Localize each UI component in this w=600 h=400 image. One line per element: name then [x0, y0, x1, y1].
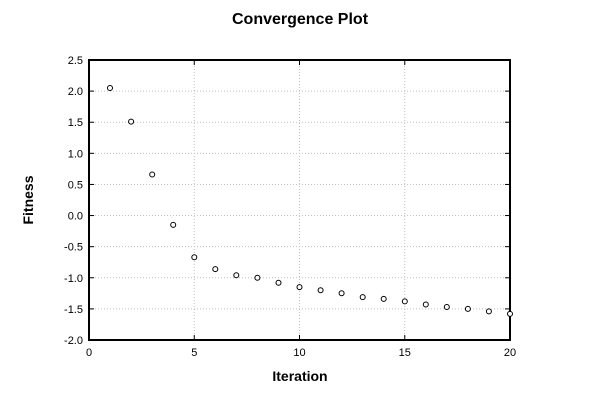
data-point	[464, 305, 471, 312]
x-axis-label: Iteration	[272, 368, 328, 384]
data-point	[212, 266, 219, 273]
y-tick-label: -1.0	[64, 273, 83, 285]
y-tick-label: -1.5	[64, 304, 83, 316]
data-point	[275, 279, 282, 286]
data-point	[422, 301, 429, 308]
data-point	[128, 118, 135, 125]
data-point	[507, 310, 513, 317]
data-point	[359, 294, 366, 301]
data-point	[233, 272, 240, 279]
x-tick-label: 5	[191, 347, 197, 359]
data-point	[338, 290, 345, 297]
y-tick-label: 0.0	[68, 211, 83, 223]
x-tick-label: 0	[86, 347, 92, 359]
x-tick-label: 15	[399, 347, 411, 359]
y-tick-label: 1.0	[68, 148, 83, 160]
y-tick-label: 2.0	[68, 86, 83, 98]
data-point	[401, 298, 408, 305]
data-point	[485, 308, 492, 315]
data-point	[170, 221, 177, 228]
data-point	[149, 171, 156, 178]
data-point	[296, 284, 303, 291]
plot-border	[88, 59, 511, 341]
data-point	[380, 295, 387, 302]
x-tick-label: 20	[504, 347, 516, 359]
data-point	[191, 254, 198, 261]
y-tick-label: 1.5	[68, 117, 83, 129]
y-tick-label: 0.5	[68, 179, 83, 191]
data-point	[317, 287, 324, 294]
data-point	[107, 85, 113, 91]
data-point	[443, 304, 450, 310]
x-tick-label: 10	[293, 347, 305, 359]
data-point	[254, 274, 261, 281]
chart-title: Convergence Plot	[231, 11, 369, 28]
y-tick-label: -2.0	[64, 335, 83, 347]
y-tick-label: 2.5	[68, 55, 83, 67]
y-tick-label: -0.5	[64, 242, 83, 254]
